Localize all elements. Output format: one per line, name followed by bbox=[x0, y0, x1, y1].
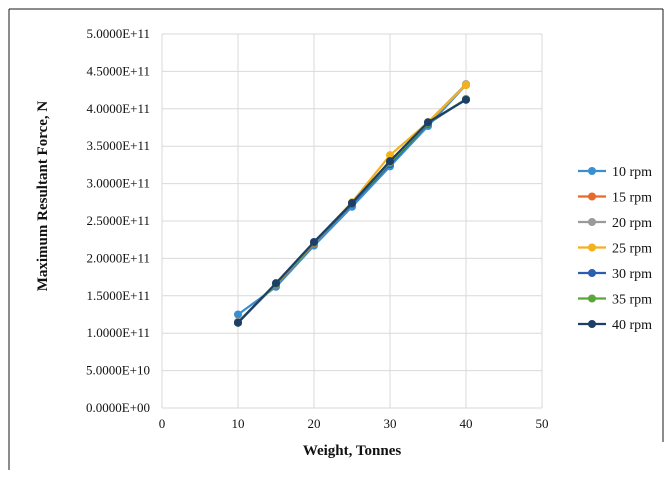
legend-swatch-marker bbox=[588, 167, 596, 175]
data-point bbox=[462, 95, 470, 104]
legend-label: 40 rpm bbox=[612, 318, 652, 333]
plot-series bbox=[234, 80, 470, 327]
y-tick-label: 2.0000E+11 bbox=[86, 250, 150, 265]
legend-label: 10 rpm bbox=[612, 165, 652, 180]
legend-entry: 40 rpm bbox=[578, 318, 652, 333]
y-tick-label: 3.5000E+11 bbox=[86, 138, 150, 153]
legend: 10 rpm 15 rpm 20 rpm 25 rpm 30 rpm 35 rpm 40 r… bbox=[578, 165, 652, 333]
legend-entry: 25 rpm bbox=[578, 242, 652, 257]
x-tick-label: 20 bbox=[308, 416, 321, 431]
y-tick-label: 2.5000E+11 bbox=[86, 213, 150, 228]
x-axis-tick-labels: 0 10 20 30 40 50 bbox=[159, 416, 549, 431]
legend-entry: 35 rpm bbox=[578, 293, 652, 308]
x-tick-label: 30 bbox=[384, 416, 397, 431]
y-axis-tick-labels: 0.0000E+00 5.0000E+10 1.0000E+11 1.5000E+11… bbox=[86, 26, 150, 415]
data-point bbox=[462, 80, 470, 89]
gridlines bbox=[161, 33, 543, 409]
x-tick-label: 10 bbox=[232, 416, 245, 431]
legend-swatch-marker bbox=[588, 294, 596, 303]
y-tick-label: 1.5000E+11 bbox=[86, 288, 150, 303]
x-tick-label: 50 bbox=[536, 416, 549, 431]
data-point bbox=[234, 310, 242, 319]
data-point bbox=[310, 237, 318, 246]
legend-swatch-marker bbox=[588, 218, 596, 226]
legend-entry: 30 rpm bbox=[578, 267, 652, 282]
y-tick-label: 1.0000E+11 bbox=[86, 325, 150, 340]
x-tick-label: 40 bbox=[460, 416, 473, 431]
legend-swatch-marker bbox=[588, 320, 596, 328]
data-point bbox=[234, 318, 242, 327]
x-axis-title: Weight, Tonnes bbox=[303, 443, 402, 459]
x-tick-label: 0 bbox=[159, 416, 166, 431]
y-tick-label: 5.0000E+10 bbox=[86, 363, 150, 378]
legend-label: 15 rpm bbox=[612, 191, 652, 206]
legend-label: 35 rpm bbox=[612, 293, 652, 308]
y-tick-label: 5.0000E+11 bbox=[86, 26, 150, 41]
legend-entry: 15 rpm bbox=[578, 191, 652, 206]
data-point bbox=[348, 199, 356, 208]
data-point bbox=[272, 279, 280, 288]
legend-swatch-marker bbox=[588, 243, 596, 252]
y-axis-title: Maximum Resultant Force, N bbox=[35, 101, 51, 292]
legend-swatch-marker bbox=[588, 192, 596, 201]
series-40-rpm bbox=[234, 95, 470, 327]
data-point bbox=[386, 157, 394, 166]
legend-label: 25 rpm bbox=[612, 242, 652, 257]
legend-label: 20 rpm bbox=[612, 216, 652, 231]
data-point bbox=[386, 151, 394, 160]
y-tick-label: 4.5000E+11 bbox=[86, 63, 150, 78]
legend-entry: 20 rpm bbox=[578, 216, 652, 231]
y-tick-label: 0.0000E+00 bbox=[86, 400, 150, 415]
legend-swatch-marker bbox=[588, 269, 596, 277]
y-tick-label: 3.0000E+11 bbox=[86, 176, 150, 191]
legend-label: 30 rpm bbox=[612, 267, 652, 282]
legend-entry: 10 rpm bbox=[578, 165, 652, 180]
y-tick-label: 4.0000E+11 bbox=[86, 101, 150, 116]
data-point bbox=[424, 118, 432, 127]
